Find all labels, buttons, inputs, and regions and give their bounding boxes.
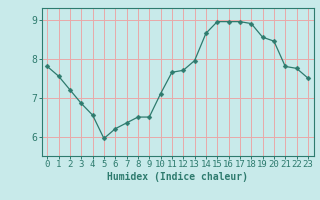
X-axis label: Humidex (Indice chaleur): Humidex (Indice chaleur) — [107, 172, 248, 182]
